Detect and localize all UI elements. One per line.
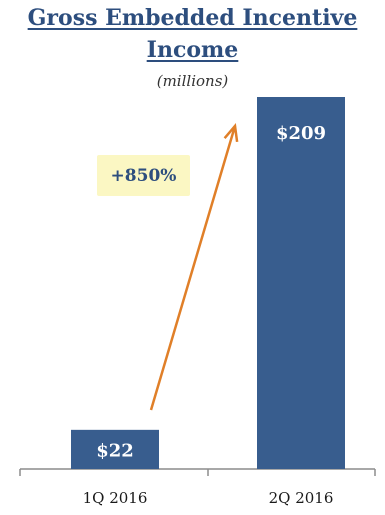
arrow-shaft: [149, 125, 237, 411]
x-tick-label: 1Q 2016: [83, 489, 148, 507]
data-label: $22: [96, 440, 134, 461]
chart-subtitle: (millions): [156, 72, 229, 90]
data-labels: $22 $209: [96, 123, 326, 461]
arrow-head: [223, 123, 239, 143]
growth-callout: +850%: [97, 155, 190, 196]
bars: [71, 97, 345, 469]
x-tick-labels: 1Q 2016 2Q 2016: [83, 489, 334, 507]
data-label: $209: [276, 123, 326, 144]
bar-2: [257, 97, 345, 469]
growth-arrow: [149, 123, 239, 411]
chart-title-line2: Income: [146, 37, 239, 63]
chart-title-line1: Gross Embedded Incentive: [27, 5, 358, 31]
x-axis-ticks: [19, 469, 376, 476]
x-tick-label: 2Q 2016: [269, 489, 334, 507]
bar-1: [71, 429, 159, 469]
